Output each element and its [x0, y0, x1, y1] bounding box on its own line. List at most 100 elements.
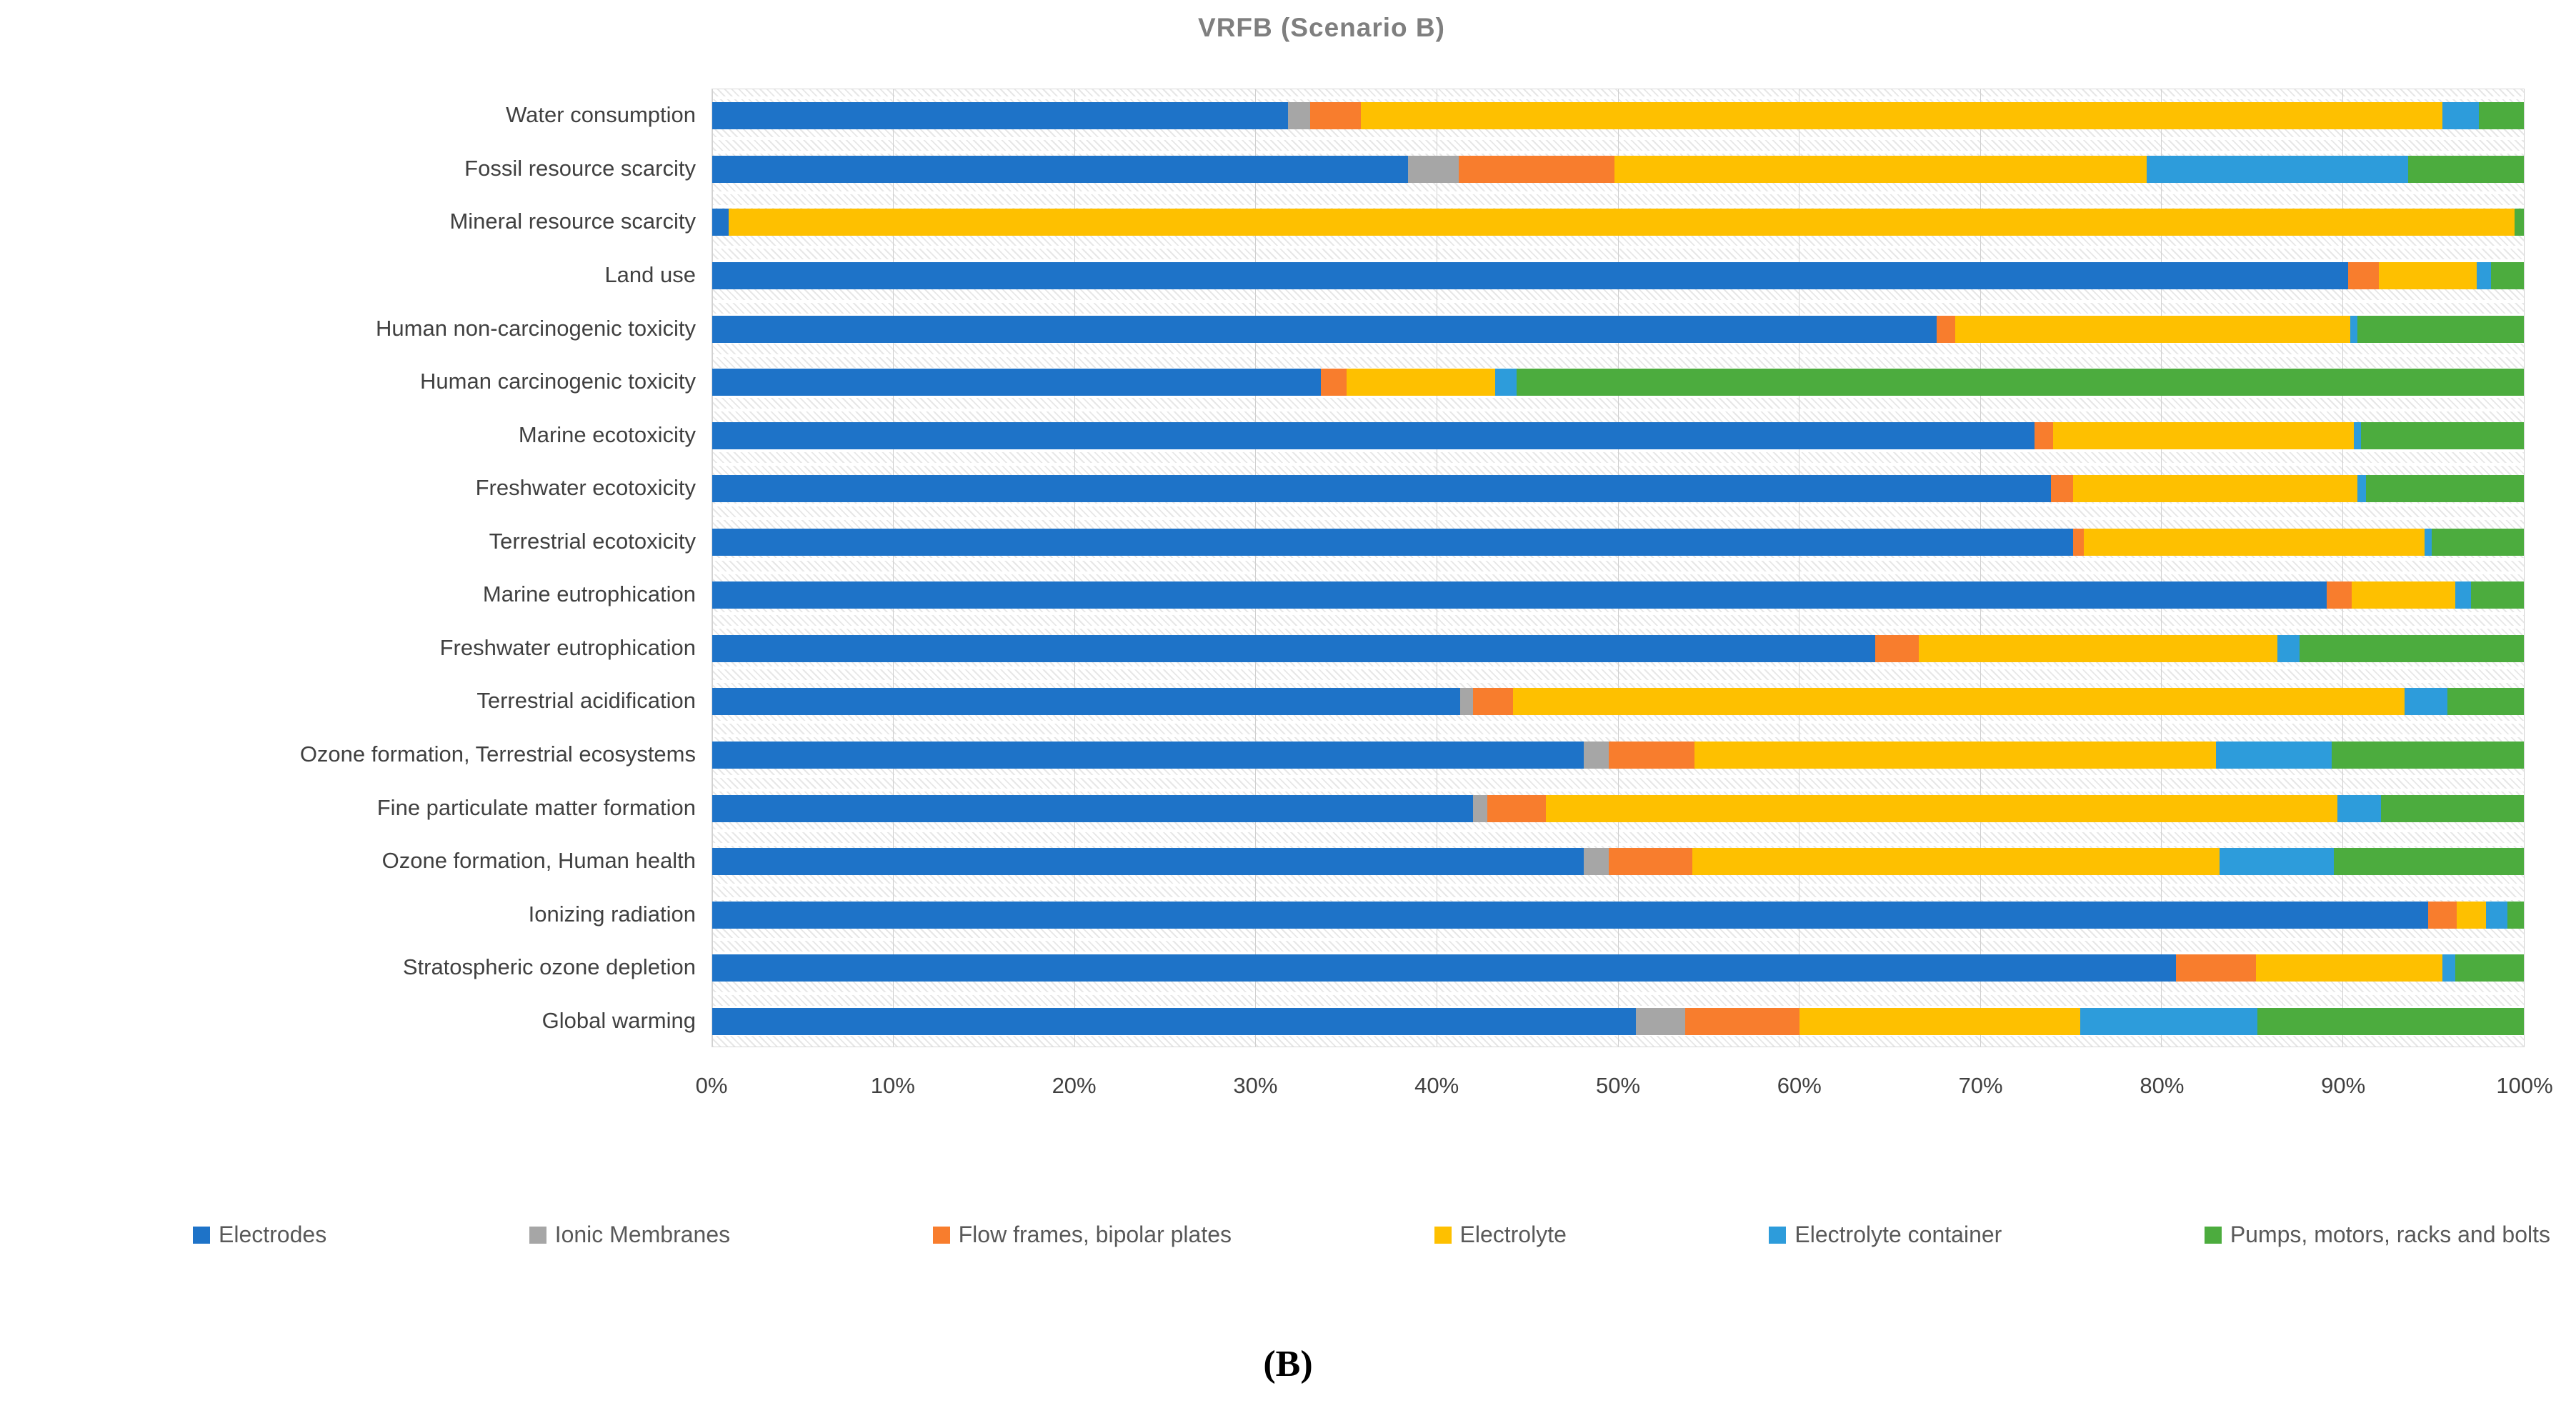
y-axis-category-labels: Water consumption Fossil resource scarcit…	[93, 89, 696, 1047]
bar-row	[712, 102, 2524, 130]
bar-row	[712, 901, 2524, 929]
gridline-90%	[2342, 89, 2343, 1047]
bar-segment	[1487, 794, 1546, 822]
bar-segment	[1955, 315, 2350, 343]
x-tick-label: 70%	[1958, 1073, 2003, 1098]
bar-segment	[2380, 794, 2524, 822]
legend-label: Electrodes	[219, 1222, 327, 1247]
bar-segment	[1875, 634, 1919, 662]
bar-segment	[2052, 421, 2354, 449]
bar-segment	[1512, 688, 2405, 716]
bar-segment	[712, 209, 729, 236]
bar-segment	[2485, 901, 2508, 929]
category-label: Human carcinogenic toxicity	[420, 369, 696, 394]
bar-segment	[2147, 155, 2408, 183]
bar-segment	[1473, 794, 1488, 822]
bar-segment	[712, 261, 2348, 289]
bar-segment	[2442, 102, 2479, 130]
gridline-100%	[2523, 89, 2525, 1047]
bar-segment	[728, 209, 2515, 236]
x-tick-label: 80%	[2140, 1073, 2185, 1098]
bar-segment	[1937, 315, 1955, 343]
bar-segment	[2442, 954, 2455, 982]
category-label: Fossil resource scarcity	[464, 155, 696, 181]
x-tick-label: 40%	[1414, 1073, 1459, 1098]
bar-segment	[2357, 475, 2367, 503]
bar-segment	[2404, 688, 2448, 716]
bar-segment	[1614, 155, 2147, 183]
bar-segment	[712, 421, 2035, 449]
figure-caption: (B)	[1263, 1344, 1313, 1384]
bar-segment	[712, 634, 1876, 662]
bar-segment	[1460, 688, 1474, 716]
category-label: Freshwater ecotoxicity	[475, 475, 696, 501]
chart-title: VRFB (Scenario B)	[1198, 13, 1445, 42]
bar-segment	[2379, 261, 2477, 289]
gridline-70%	[1980, 89, 1981, 1047]
bar-segment	[712, 528, 2073, 556]
bar-segment	[1321, 369, 1347, 396]
bar-segment	[712, 901, 2428, 929]
legend-label: Electrolyte container	[1794, 1222, 2002, 1247]
legend-label: Electrolyte	[1459, 1222, 1567, 1247]
bar-segment	[1407, 155, 1459, 183]
bar-segment	[1583, 848, 1609, 876]
bar-segment	[1288, 102, 1310, 130]
bar-row	[712, 155, 2524, 183]
bar-segment	[1309, 102, 1361, 130]
bar-segment	[1458, 155, 1614, 183]
bar-segment	[2447, 688, 2524, 716]
bar-segment	[1473, 688, 1513, 716]
legend-label: Flow frames, bipolar plates	[958, 1222, 1232, 1247]
legend-swatch-icon	[529, 1226, 546, 1244]
bar-segment	[2080, 1007, 2258, 1035]
category-label: Terrestrial acidification	[476, 688, 696, 714]
legend-swatch-icon	[1434, 1226, 1452, 1244]
bar-row	[712, 688, 2524, 716]
bar-row	[712, 954, 2524, 982]
bar-segment	[2072, 475, 2357, 503]
category-label: Marine ecotoxicity	[518, 421, 696, 447]
category-label: Land use	[604, 261, 696, 287]
bar-segment	[1918, 634, 2278, 662]
category-label: Ozone formation, Terrestrial ecosystems	[299, 741, 696, 767]
legend-swatch-icon	[1769, 1226, 1787, 1244]
bar-segment	[1583, 741, 1609, 769]
bar-segment	[712, 315, 1937, 343]
bar-segment	[2333, 848, 2524, 876]
category-label: Freshwater eutrophication	[439, 634, 696, 660]
bar-segment	[1545, 794, 2337, 822]
bar-segment	[2507, 901, 2524, 929]
bar-row	[712, 528, 2524, 556]
bar-segment	[1360, 102, 2442, 130]
bar-segment	[712, 688, 1461, 716]
bar-segment	[1609, 741, 1694, 769]
bar-segment	[712, 155, 1408, 183]
legend-item: Flow frames, bipolar plates	[932, 1222, 1232, 1248]
bar-segment	[1346, 369, 1495, 396]
chart-legend: Electrodes Ionic Membranes Flow frames, bi…	[193, 1222, 2550, 1248]
bar-row	[712, 421, 2524, 449]
bar-segment	[1636, 1007, 1685, 1035]
gridline-10%	[893, 89, 894, 1047]
chart-area: VRFB (Scenario B) Water consumption Fossi…	[93, 7, 2553, 1286]
x-tick-label: 100%	[2496, 1073, 2553, 1098]
legend-item: Electrodes	[193, 1222, 326, 1248]
x-tick-label: 90%	[2321, 1073, 2366, 1098]
bar-segment	[2277, 634, 2300, 662]
bar-segment	[2478, 102, 2524, 130]
bar-segment	[712, 475, 2052, 503]
bar-row	[712, 634, 2524, 662]
bar-segment	[2407, 155, 2524, 183]
legend-swatch-icon	[193, 1226, 210, 1244]
bar-row	[712, 741, 2524, 769]
bar-segment	[2427, 901, 2457, 929]
gridline-20%	[1074, 89, 1075, 1047]
bar-segment	[2332, 741, 2524, 769]
bar-segment	[712, 794, 1474, 822]
gridline-50%	[1617, 89, 1619, 1047]
bar-segment	[2051, 475, 2073, 503]
bar-segment	[2471, 581, 2524, 609]
bar-segment	[2255, 954, 2442, 982]
